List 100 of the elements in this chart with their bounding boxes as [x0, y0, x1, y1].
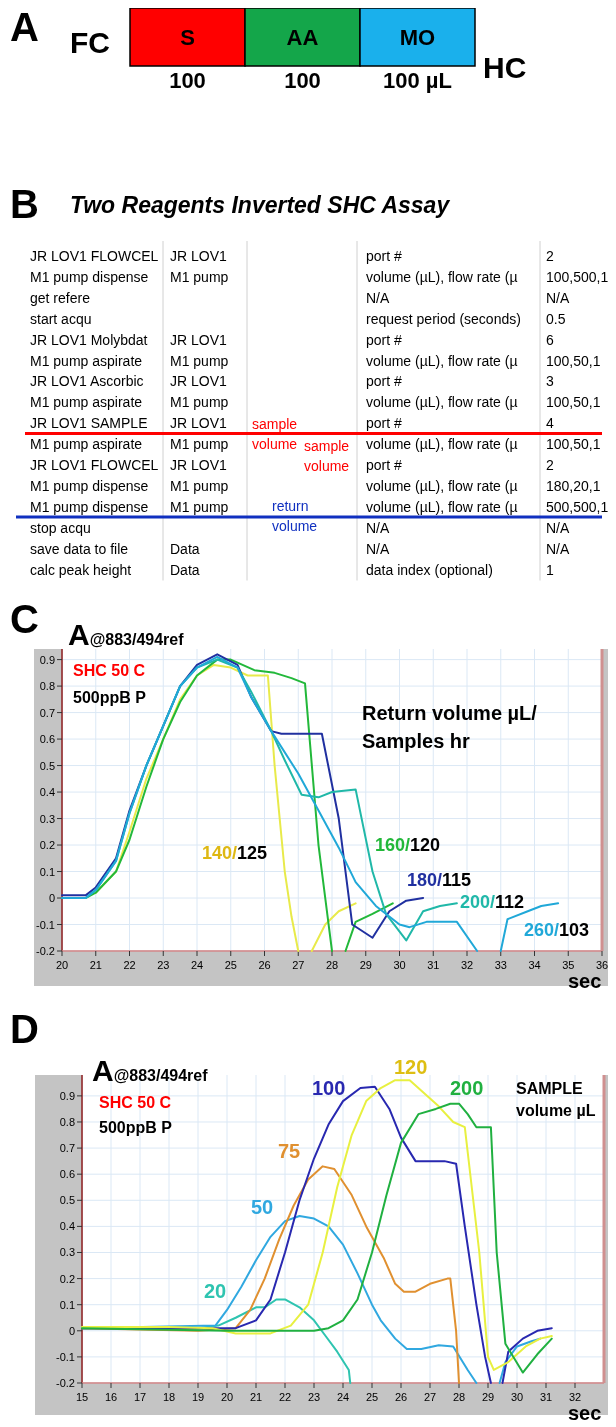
annotation: SHC 50 C: [99, 1094, 172, 1111]
series-label: S: [180, 25, 195, 50]
series-label: 200: [450, 1077, 484, 1099]
text: N/A: [546, 289, 570, 306]
text: M1 pump: [170, 498, 229, 515]
text: 180,20,1: [546, 477, 601, 494]
x-tick-label: 31: [427, 959, 440, 971]
series-label: 75: [278, 1140, 301, 1162]
x-axis-title: sec: [568, 1402, 602, 1424]
text: JR LOV1 Molybdat: [30, 331, 148, 348]
text: M1 pump aspirate: [30, 436, 143, 453]
x-tick-label: 21: [249, 1391, 263, 1403]
text: 3: [546, 373, 554, 390]
text: JR LOV1: [170, 248, 228, 264]
y-tick-label: 0.8: [59, 1115, 75, 1128]
x-tick-label: 32: [568, 1391, 582, 1403]
series-label: 140/125: [202, 843, 268, 863]
x-tick-label: 15: [75, 1391, 89, 1403]
y-tick-label: 0: [68, 1324, 75, 1337]
y-tick-label: 0.4: [39, 786, 55, 799]
series-label: 180/115: [407, 870, 472, 890]
text: M1 pump: [170, 394, 229, 411]
x-tick-label: 27: [423, 1391, 437, 1403]
text: N/A: [366, 519, 390, 536]
text: return volume: [272, 498, 318, 534]
y-axis-title: A@883/494ref: [68, 618, 185, 651]
text: 100,50,1: [546, 352, 601, 369]
x-tick-label: 22: [278, 1391, 292, 1403]
text: JR LOV1 Ascorbic: [30, 373, 144, 390]
text: get refere: [30, 289, 91, 306]
annotation: SAMPLE volume µL: [516, 1080, 596, 1119]
text: port #: [366, 373, 403, 390]
y-tick-label: -0.2: [36, 945, 55, 957]
text: request period (seconds): [366, 310, 521, 327]
text: volume (µL), flow rate (µ: [366, 268, 518, 285]
x-tick-label: 29: [359, 959, 372, 971]
text: port #: [366, 415, 403, 432]
x-tick-label: 16: [104, 1391, 118, 1403]
data-label: 100: [169, 68, 206, 93]
text: 160/120: [375, 835, 441, 855]
x-tick-label: 28: [452, 1391, 466, 1403]
text: volume (µL), flow rate (µ: [366, 352, 518, 369]
text: HC: [483, 51, 527, 84]
text: port #: [366, 457, 403, 473]
x-tick-label: 25: [224, 959, 237, 971]
y-tick-label: 0.9: [39, 653, 55, 666]
x-tick-label: 29: [481, 1391, 495, 1403]
text: Two Reagents Inverted SHC Assay: [70, 192, 451, 218]
y-tick-label: 0.5: [59, 1194, 75, 1207]
text: JR LOV1: [170, 331, 228, 348]
text: N/A: [546, 540, 570, 557]
x-tick-label: 28: [325, 959, 339, 971]
y-tick-label: 0.6: [59, 1168, 75, 1181]
series-label: AA: [286, 25, 319, 50]
y-tick-label: 0.9: [59, 1089, 75, 1102]
text: M1 pump aspirate: [30, 394, 143, 411]
series-label: 260/103: [524, 920, 590, 940]
x-tick-label: 26: [394, 1391, 408, 1403]
chart-title: D: [10, 1007, 39, 1051]
text: volume (µL), flow rate (µ: [366, 477, 518, 494]
x-tick-label: 20: [220, 1391, 234, 1403]
text: volume (µL), flow rate (µ: [366, 498, 518, 515]
text: volume (µL), flow rate (µ: [366, 436, 518, 453]
text: 0.5: [546, 310, 566, 327]
chart-title: C: [10, 597, 39, 641]
text: M1 pump: [170, 436, 229, 453]
text: N/A: [546, 519, 570, 536]
x-tick-label: 21: [89, 959, 102, 971]
y-tick-label: 0.8: [39, 680, 55, 693]
x-tick-label: 19: [191, 1391, 205, 1403]
text: sample volume: [304, 438, 350, 474]
x-tick-label: 25: [365, 1391, 379, 1403]
text: volume (µL), flow rate (µ: [366, 394, 518, 411]
text: M1 pump dispense: [30, 498, 149, 515]
text: M1 pump: [170, 477, 229, 494]
annotation: SHC 50 C: [73, 662, 146, 679]
text: M1 pump aspirate: [30, 352, 143, 369]
text: 2: [546, 248, 554, 264]
data-label: 100: [284, 68, 321, 93]
text: JR LOV1 FLOWCEL: [30, 248, 159, 264]
text: JR LOV1: [170, 415, 228, 432]
series-label: 50: [251, 1196, 274, 1218]
y-tick-label: 0.6: [39, 733, 55, 746]
y-tick-label: 0.3: [59, 1246, 75, 1259]
annotation: 500ppB P: [73, 689, 147, 706]
text: sample volume: [252, 416, 298, 452]
text: 100,500,1: [546, 268, 609, 285]
x-tick-label: 17: [133, 1391, 147, 1403]
x-tick-label: 24: [190, 959, 204, 971]
text: B: [10, 182, 39, 226]
y-tick-label: 0.3: [39, 812, 55, 825]
x-tick-label: 23: [307, 1391, 321, 1403]
text: 2: [546, 457, 554, 473]
x-tick-label: 36: [595, 959, 609, 971]
text: Data: [170, 540, 200, 557]
series-label: 120: [394, 1056, 428, 1078]
text: start acqu: [30, 310, 92, 327]
text: JR LOV1 SAMPLE: [30, 415, 148, 432]
y-tick-label: -0.2: [56, 1377, 75, 1389]
x-tick-label: 18: [162, 1391, 176, 1403]
